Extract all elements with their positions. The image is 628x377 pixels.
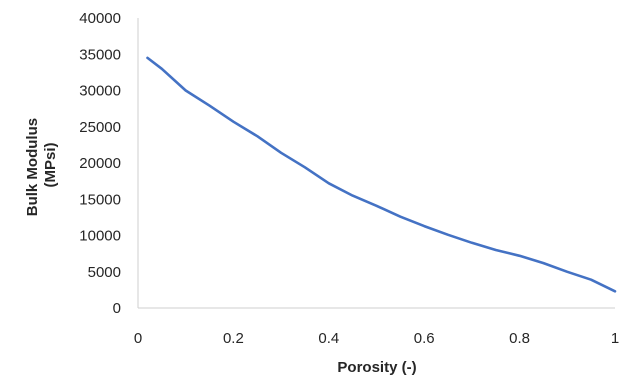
data-point bbox=[590, 279, 592, 281]
data-point bbox=[146, 57, 149, 59]
data-point bbox=[519, 255, 521, 257]
y-tick-label: 15000 bbox=[79, 191, 121, 208]
y-axis-title: Bulk Modulus (MPsi) bbox=[24, 114, 59, 217]
x-tick-label: 1 bbox=[611, 330, 619, 347]
y-tick-label: 35000 bbox=[79, 46, 121, 63]
series-line-1 bbox=[146, 56, 617, 293]
x-tick-label: 0.6 bbox=[414, 330, 435, 347]
data-point bbox=[256, 135, 258, 137]
data-point bbox=[447, 234, 449, 236]
data-point bbox=[352, 195, 354, 197]
data-point bbox=[495, 249, 497, 251]
data-point bbox=[423, 225, 425, 227]
data-point bbox=[328, 182, 330, 184]
data-point bbox=[185, 89, 187, 92]
x-tick-label: 0.2 bbox=[223, 330, 244, 347]
data-point bbox=[304, 166, 306, 168]
y-axis-ticks: 0 5000 10000 15000 20000 25000 30000 35000 40000 bbox=[79, 10, 121, 317]
y-tick-label: 0 bbox=[113, 300, 121, 317]
data-point bbox=[161, 68, 163, 70]
data-point bbox=[614, 290, 616, 292]
data-point bbox=[542, 262, 545, 264]
y-tick-label: 20000 bbox=[79, 155, 121, 172]
data-point bbox=[375, 205, 378, 207]
data-point bbox=[280, 152, 282, 154]
data-point bbox=[232, 121, 234, 123]
x-axis-ticks: 0 0.2 0.4 0.6 0.8 1 bbox=[134, 330, 619, 347]
series-layer bbox=[146, 56, 617, 293]
x-tick-label: 0.4 bbox=[318, 330, 339, 347]
data-point bbox=[566, 271, 568, 273]
data-point bbox=[399, 216, 401, 218]
x-tick-label: 0.8 bbox=[509, 330, 530, 347]
data-point bbox=[209, 105, 211, 107]
y-tick-label: 40000 bbox=[79, 10, 121, 27]
y-tick-label: 5000 bbox=[88, 264, 121, 281]
y-axis-title-line-1: Bulk Modulus bbox=[24, 118, 41, 216]
y-tick-label: 30000 bbox=[79, 83, 121, 100]
y-axis-title-line-2: (MPsi) bbox=[42, 142, 59, 187]
x-tick-label: 0 bbox=[134, 330, 142, 347]
y-tick-label: 25000 bbox=[79, 119, 121, 136]
x-axis-title: Porosity (-) bbox=[337, 359, 416, 376]
y-tick-label: 10000 bbox=[79, 228, 121, 245]
data-point bbox=[471, 242, 473, 244]
